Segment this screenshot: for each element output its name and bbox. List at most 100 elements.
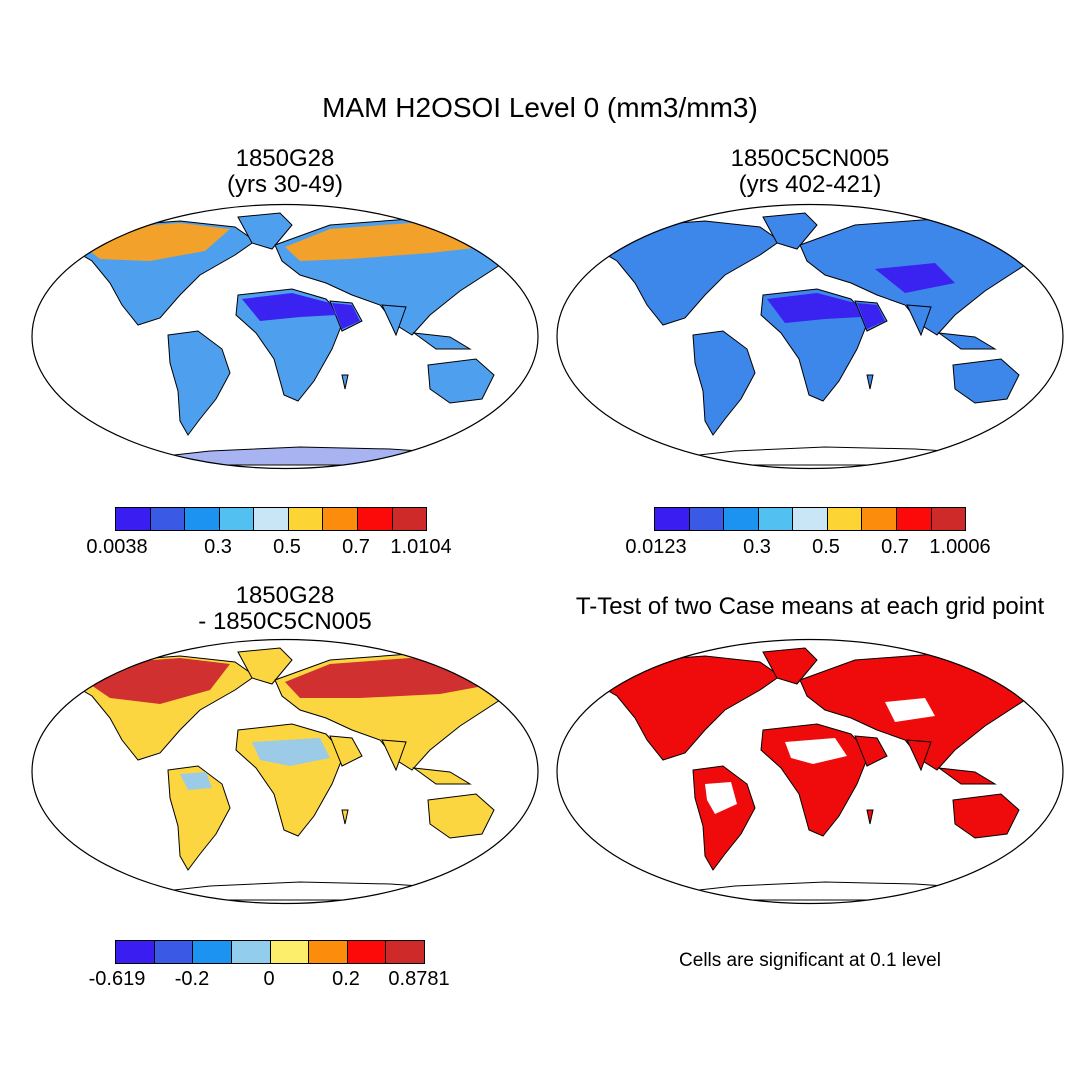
colorbar-3-label: -0.2 bbox=[174, 968, 210, 990]
colorbar-swatch bbox=[655, 508, 690, 530]
panel-4-title: T-Test of two Case means at each grid po… bbox=[545, 594, 1075, 620]
arabia-dry-region bbox=[857, 303, 885, 329]
panel-2-title-line2: (yrs 402-421) bbox=[738, 171, 882, 198]
colorbar-swatch bbox=[231, 941, 271, 963]
colorbar-1-label: 1.0104 bbox=[390, 536, 452, 558]
south-america-not-significant bbox=[705, 782, 737, 814]
colorbar-swatch bbox=[827, 508, 863, 530]
colorbar-swatch bbox=[357, 508, 393, 530]
arabia-landmass bbox=[329, 735, 363, 767]
colorbar-1-label: 0.7 bbox=[342, 536, 370, 558]
samerica-landmass bbox=[167, 765, 231, 871]
panel-4-title-line1: T-Test of two Case means at each grid po… bbox=[575, 593, 1045, 620]
colorbar-swatch bbox=[154, 941, 194, 963]
colorbar-2-label: 1.0006 bbox=[929, 536, 991, 558]
colorbar-swatch bbox=[185, 508, 220, 530]
colorbar-swatch bbox=[931, 508, 966, 530]
indonesia-landmass bbox=[412, 767, 472, 785]
madagascar-landmass bbox=[866, 809, 874, 825]
colorbar-swatch bbox=[347, 941, 387, 963]
india-landmass bbox=[906, 739, 932, 772]
colorbar-1-label: 0.3 bbox=[204, 536, 232, 558]
colorbar-swatch bbox=[254, 508, 289, 530]
colorbar-swatch bbox=[724, 508, 759, 530]
colorbar-swatch bbox=[116, 941, 155, 963]
central-asia-not-significant bbox=[885, 698, 935, 722]
madagascar-landmass bbox=[341, 374, 349, 390]
colorbar-2 bbox=[654, 507, 966, 531]
central-asia-dry-region bbox=[875, 263, 955, 293]
colorbar-1-label: 0.0038 bbox=[86, 536, 148, 558]
colorbar-swatch bbox=[323, 508, 358, 530]
colorbar-swatch bbox=[862, 508, 897, 530]
colorbar-swatch bbox=[288, 508, 324, 530]
samerica-landmass bbox=[692, 765, 756, 871]
panel-2-title: 1850C5CN005 (yrs 402-421) bbox=[555, 146, 1065, 198]
australia-landmass bbox=[427, 793, 495, 839]
colorbar-swatch bbox=[689, 508, 725, 530]
map-outline bbox=[556, 203, 1064, 470]
map-outline bbox=[31, 203, 539, 470]
colorbar-swatch bbox=[193, 941, 232, 963]
indonesia-landmass bbox=[937, 332, 997, 350]
colorbar-3-labels: -0.619 -0.2 0 0.2 0.8781 bbox=[89, 968, 450, 994]
madagascar-landmass bbox=[341, 809, 349, 825]
india-landmass bbox=[381, 739, 407, 772]
colorbar-2-label: 0.3 bbox=[743, 536, 771, 558]
colorbar-1 bbox=[115, 507, 427, 531]
antarctica-landmass bbox=[644, 446, 976, 466]
panel-3-map bbox=[31, 638, 539, 905]
namerica-landmass bbox=[594, 655, 781, 761]
colorbar-swatch bbox=[270, 941, 310, 963]
colorbar-swatch bbox=[116, 508, 151, 530]
colorbar-swatch bbox=[896, 508, 932, 530]
greenland-landmass bbox=[237, 212, 293, 250]
greenland-landmass bbox=[762, 212, 818, 250]
significance-note: Cells are significant at 0.1 level bbox=[679, 950, 941, 971]
colorbar-2-label: 0.0123 bbox=[625, 536, 687, 558]
colorbar-1-label: 0.5 bbox=[273, 536, 301, 558]
panel-3-title: 1850G28 - 1850C5CN005 bbox=[30, 583, 540, 635]
australia-landmass bbox=[952, 793, 1020, 839]
madagascar-landmass bbox=[866, 374, 874, 390]
colorbar-3-label: -0.619 bbox=[88, 968, 146, 990]
panel-3-title-line1: 1850G28 bbox=[235, 582, 335, 609]
main-title: MAM H2OSOI Level 0 (mm3/mm3) bbox=[322, 92, 758, 123]
colorbar-swatch bbox=[219, 508, 255, 530]
australia-landmass bbox=[952, 358, 1020, 404]
sahara-dry-difference bbox=[252, 738, 330, 766]
indonesia-landmass bbox=[937, 767, 997, 785]
antarctica-landmass bbox=[119, 881, 451, 901]
india-landmass bbox=[906, 304, 932, 337]
sahara-not-significant bbox=[785, 738, 847, 764]
colorbar-swatch bbox=[758, 508, 794, 530]
australia-landmass bbox=[427, 358, 495, 404]
panel-2-map bbox=[556, 203, 1064, 470]
map-outline bbox=[31, 638, 539, 905]
colorbar-2-label: 0.7 bbox=[881, 536, 909, 558]
namerica-landmass bbox=[594, 220, 781, 326]
panel-4-map bbox=[556, 638, 1064, 905]
colorbar-swatch bbox=[386, 941, 424, 963]
colorbar-swatch bbox=[392, 508, 427, 530]
greenland-landmass bbox=[237, 647, 293, 685]
colorbar-swatch bbox=[793, 508, 828, 530]
panel-1-map bbox=[31, 203, 539, 470]
samerica-landmass bbox=[167, 330, 231, 436]
antarctica-landmass bbox=[644, 881, 976, 901]
colorbar-3 bbox=[115, 940, 425, 964]
amazon-dry-difference bbox=[180, 772, 212, 790]
colorbar-swatch bbox=[150, 508, 186, 530]
colorbar-3-label: 0.8781 bbox=[388, 968, 450, 990]
panel-1-title-line2: (yrs 30-49) bbox=[226, 171, 344, 198]
sahara-dry-region bbox=[242, 293, 336, 321]
indonesia-landmass bbox=[412, 332, 472, 350]
colorbar-1-labels: 0.0038 0.3 0.5 0.7 1.0104 bbox=[86, 536, 451, 562]
sahara-dry-region bbox=[767, 293, 861, 323]
arabia-dry-region bbox=[332, 303, 360, 329]
colorbar-3-label: 0.2 bbox=[332, 968, 360, 990]
arabia-landmass bbox=[854, 735, 888, 767]
india-landmass bbox=[381, 304, 407, 337]
panel-2-title-line1: 1850C5CN005 bbox=[730, 145, 890, 172]
colorbar-2-labels: 0.0123 0.3 0.5 0.7 1.0006 bbox=[625, 536, 990, 562]
